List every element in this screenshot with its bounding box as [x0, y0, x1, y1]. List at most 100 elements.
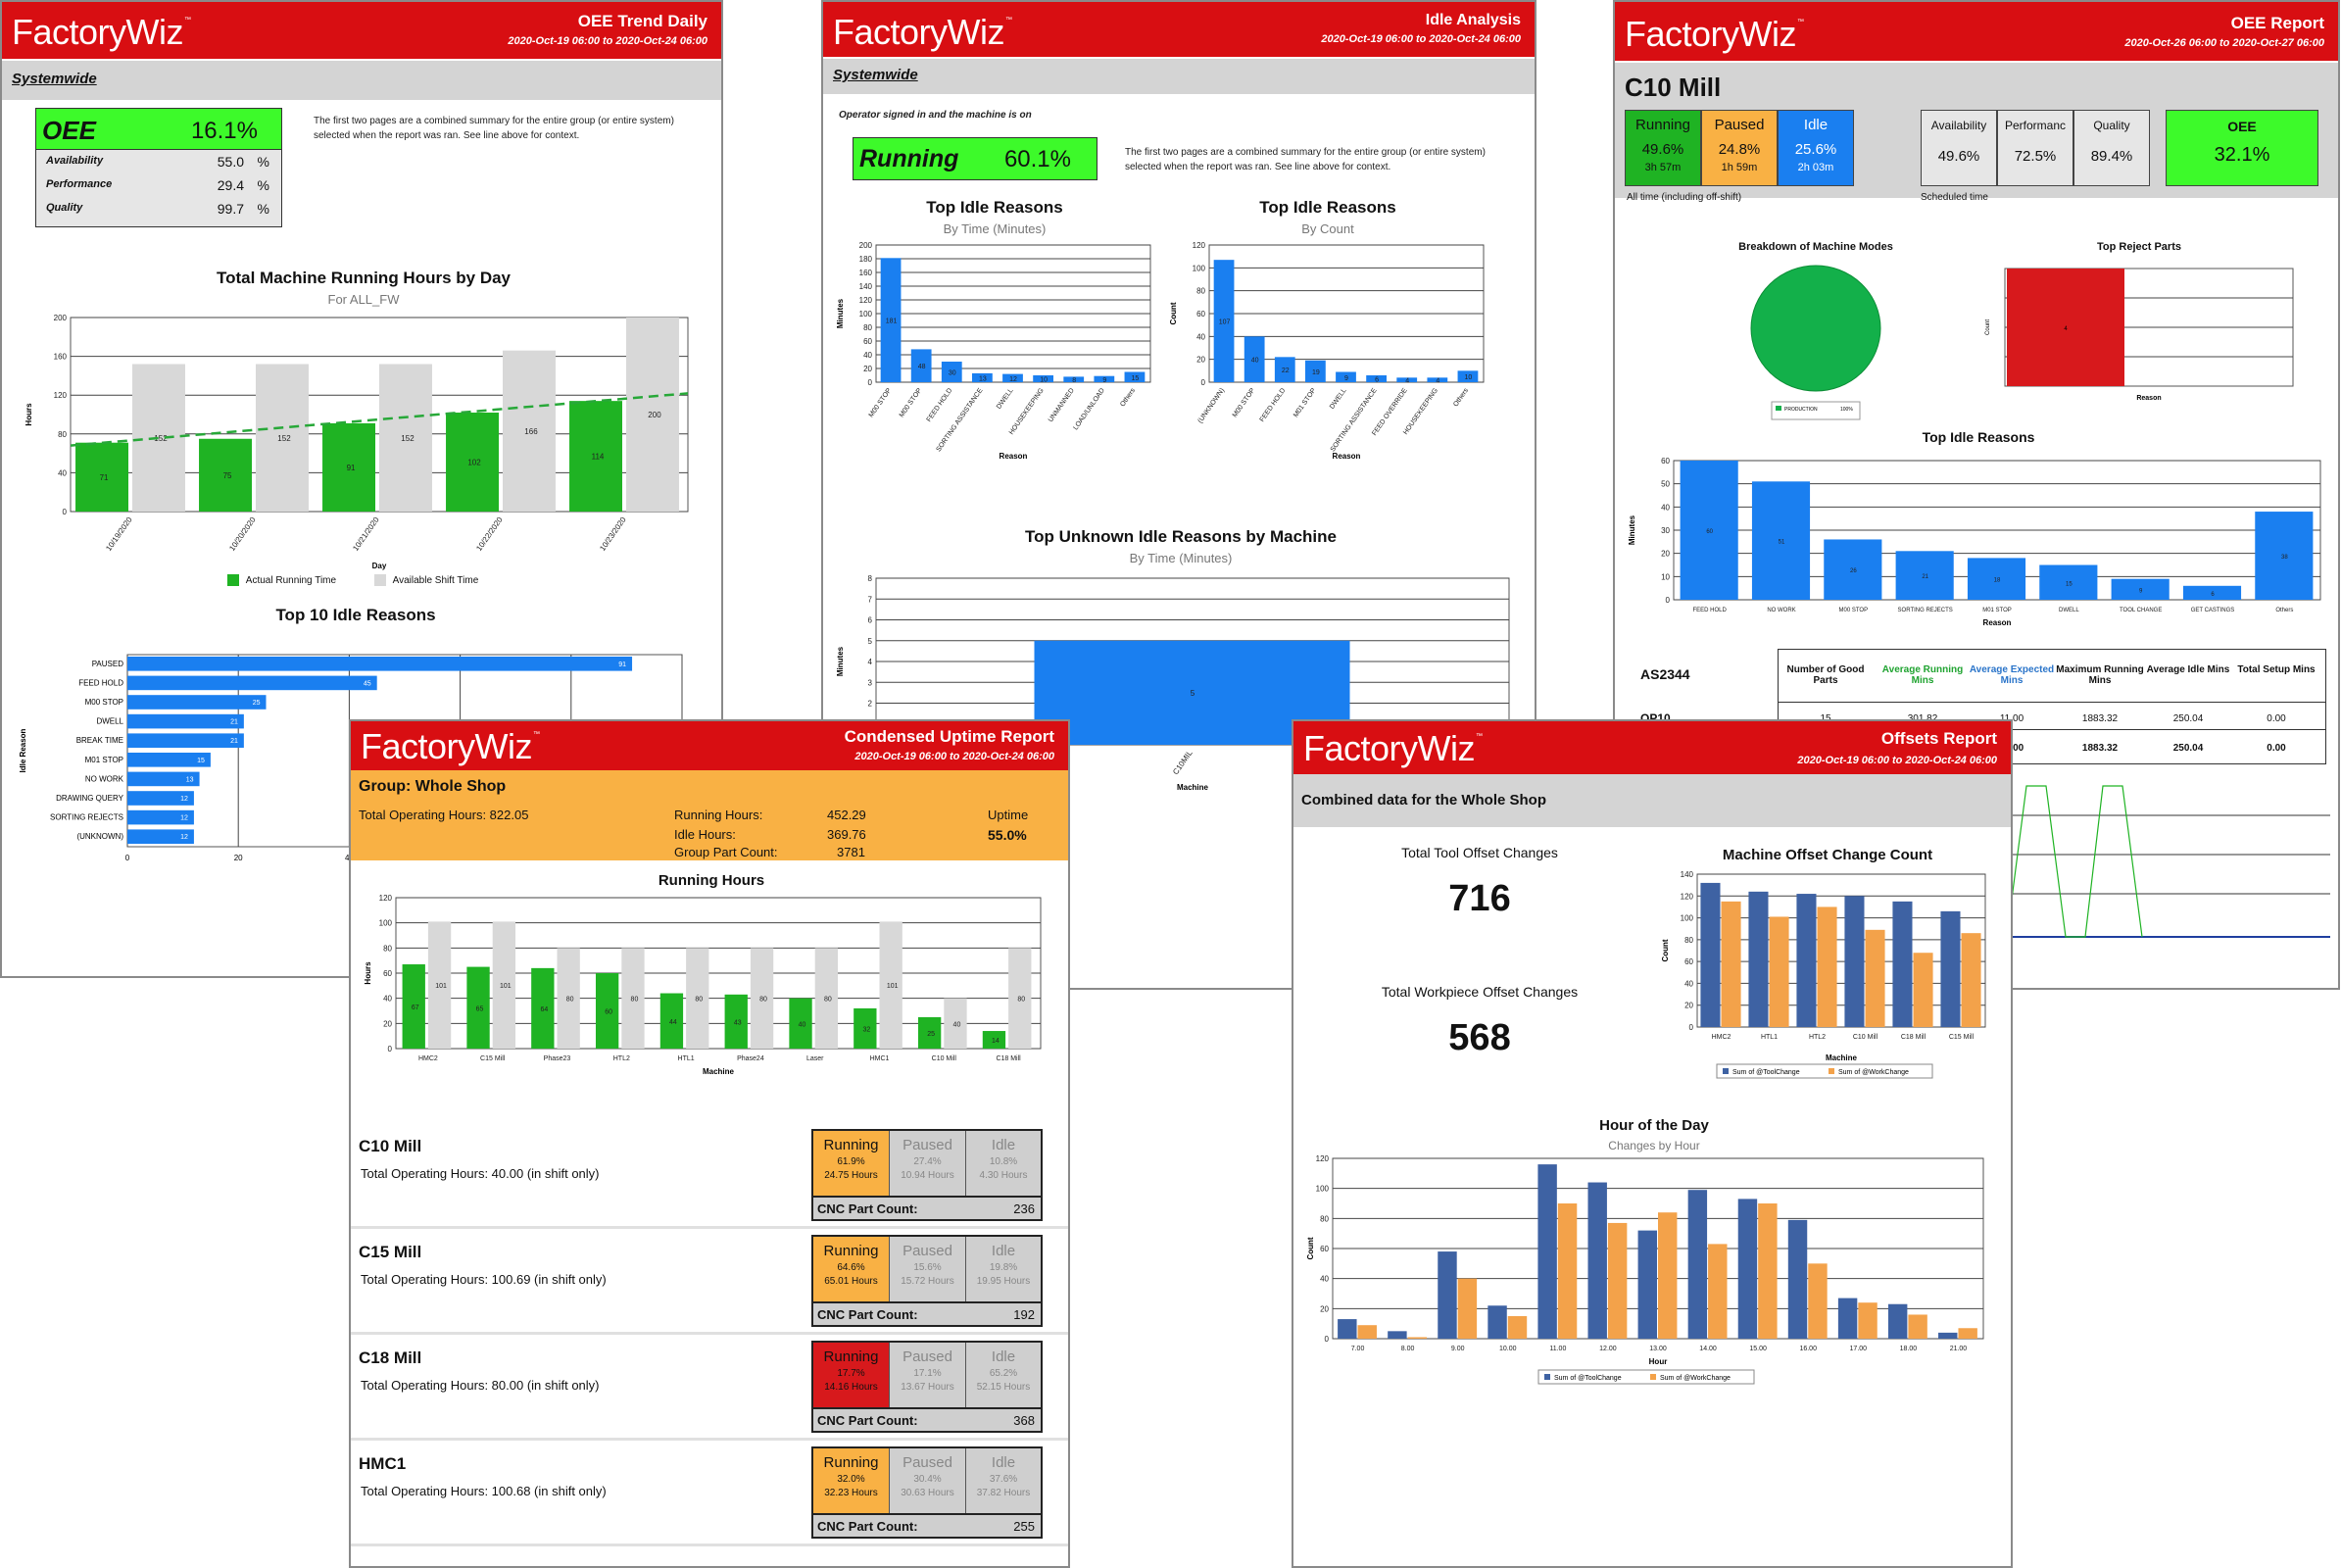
- x-tick-label: Others: [2275, 608, 2293, 613]
- x-axis-title: Day: [372, 562, 387, 570]
- data-label: 48: [918, 364, 926, 370]
- report-header: FactoryWiz™ OEE Trend Daily 2020-Oct-19 …: [2, 2, 721, 59]
- data-label: 8: [1072, 377, 1076, 384]
- x-tick-label: 8.00: [1401, 1346, 1415, 1352]
- legend-label: Sum of @WorkChange: [1660, 1375, 1731, 1382]
- legend-swatch: [1776, 406, 1781, 411]
- y-tick-label: 120: [859, 296, 873, 305]
- bar: [127, 791, 194, 806]
- legend-value: 100%: [1840, 407, 1853, 413]
- x-tick-label: (UNKNOWN): [1197, 387, 1227, 424]
- y-tick-label: 0: [1201, 378, 1206, 387]
- bar: [322, 422, 375, 512]
- data-label: 45: [364, 680, 371, 687]
- bar: [402, 964, 425, 1049]
- mode-grid: Running 17.7% 14.16 Hours Paused 17.1% 13.67…: [811, 1341, 1043, 1433]
- y-tick-label: 40: [1684, 979, 1693, 988]
- machine-cards: C10 Mill Total Operating Hours: 40.00 (i…: [351, 1127, 1068, 1566]
- y-tick-label: 3: [868, 678, 873, 687]
- idle-title: Top 10 Idle Reasons: [275, 606, 436, 624]
- data-label: 21: [230, 738, 238, 745]
- y-tick-label: 120: [54, 391, 68, 400]
- total-setup: 0.00: [2267, 743, 2286, 754]
- bar: [1961, 933, 1981, 1027]
- y-tick-label: 200: [859, 241, 873, 250]
- data-label: 80: [631, 997, 639, 1004]
- bar: [1305, 360, 1326, 382]
- data-label: 44: [669, 1019, 677, 1026]
- legend-swatch: [1829, 1068, 1834, 1074]
- y-axis-title: Count: [1169, 302, 1178, 324]
- x-tick-label: C18 Mill: [996, 1055, 1021, 1062]
- paused-cell: Paused 15.6% 15.72 Hours: [890, 1237, 966, 1303]
- x-tick-label: 14.00: [1699, 1346, 1717, 1352]
- data-label: 13: [186, 776, 194, 783]
- hour-of-day-chart: 0 20 40 60 80 100 120 7.00 8.00 9.00 10.00 11.00 12.…: [1306, 1154, 1984, 1385]
- y-tick-label: 60: [1196, 310, 1205, 318]
- factorywiz-logo: FactoryWiz™: [1625, 14, 1804, 54]
- bar: [1808, 1263, 1828, 1339]
- y-tick-label: 120: [379, 894, 393, 903]
- x-tick-label: 18.00: [1900, 1346, 1918, 1352]
- bar: [941, 362, 962, 382]
- running-cell: Running 64.6% 65.01 Hours: [813, 1237, 890, 1303]
- bar: [2039, 564, 2098, 600]
- unknown-idle-chart: 0123456785C10MILMachineMinutes: [836, 574, 1510, 792]
- data-label: 114: [592, 453, 605, 462]
- y-tick-label: 0: [868, 378, 873, 387]
- bar: [595, 973, 619, 1049]
- total-avg-idle: 250.04: [2172, 743, 2204, 754]
- data-label: 9: [2139, 588, 2143, 594]
- data-label: 12: [1009, 376, 1017, 383]
- bar: [127, 809, 194, 825]
- bar: [1213, 260, 1235, 382]
- x-tick-label: 12.00: [1599, 1346, 1617, 1352]
- y-tick-label: 30: [1661, 526, 1670, 535]
- data-label: 91: [347, 464, 356, 472]
- bar: [1366, 375, 1387, 382]
- running-hours-chart: 0 20 40 60 80 100 120 67 65 64 60 44 43 40 32 25 14 101 10…: [364, 894, 1042, 1076]
- data-label: 51: [1779, 540, 1785, 546]
- bar: [1895, 551, 1954, 600]
- y-tick-label: 60: [383, 969, 392, 978]
- cnc-part-count: CNC Part Count: 368: [813, 1407, 1041, 1431]
- y-tick-label: 0: [388, 1045, 393, 1054]
- quality-cell: Quality 89.4%: [2073, 110, 2150, 186]
- bar: [379, 364, 432, 512]
- bar: [492, 921, 516, 1049]
- bar: [256, 364, 309, 512]
- y-tick-label: 100: [1681, 914, 1694, 923]
- y-tick-label: 20: [1661, 550, 1670, 559]
- x-tick-label: 16.00: [1799, 1346, 1817, 1352]
- bar: [1607, 1222, 1628, 1339]
- cnc-part-count: CNC Part Count: 236: [813, 1196, 1041, 1219]
- machine-operating-hours: Total Operating Hours: 100.68 (in shift …: [361, 1484, 607, 1498]
- paused-cell: Paused 30.4% 30.63 Hours: [890, 1448, 966, 1515]
- y-axis-title: Hours: [24, 403, 33, 426]
- y-axis-title: Count: [1985, 319, 1991, 335]
- bar: [2255, 512, 2314, 600]
- idle-cell: Idle 65.2% 52.15 Hours: [966, 1343, 1041, 1409]
- x-axis-title: Reason: [1983, 618, 2012, 627]
- bar: [2111, 578, 2170, 600]
- th-setup: Total Setup Mins: [2237, 664, 2316, 675]
- bar: [1967, 558, 2026, 600]
- bar: [1913, 953, 1933, 1027]
- bar: [1658, 1212, 1678, 1339]
- bar: [626, 318, 679, 512]
- y-tick-label: 20: [383, 1019, 392, 1028]
- y-tick-label: 100: [1316, 1185, 1330, 1194]
- availability-row: Availability 55.0%: [46, 154, 269, 170]
- data-label: 152: [401, 434, 415, 443]
- x-tick-label: 20: [234, 854, 243, 862]
- y-tick-label: 50: [1661, 480, 1670, 489]
- group-name: Group: Whole Shop: [359, 778, 507, 795]
- data-label: 101: [887, 983, 899, 990]
- th-avg-idle: Average Idle Mins: [2146, 664, 2230, 675]
- section-bar: Systemwide: [2, 61, 721, 100]
- y-tick-label: 60: [1661, 457, 1670, 466]
- x-tick-label: FEED HOLD: [1692, 608, 1727, 613]
- uptime-value: 55.0%: [988, 827, 1027, 843]
- mode-grid: Running 61.9% 24.75 Hours Paused 27.4% 10.94…: [811, 1129, 1043, 1221]
- bar: [1396, 377, 1418, 382]
